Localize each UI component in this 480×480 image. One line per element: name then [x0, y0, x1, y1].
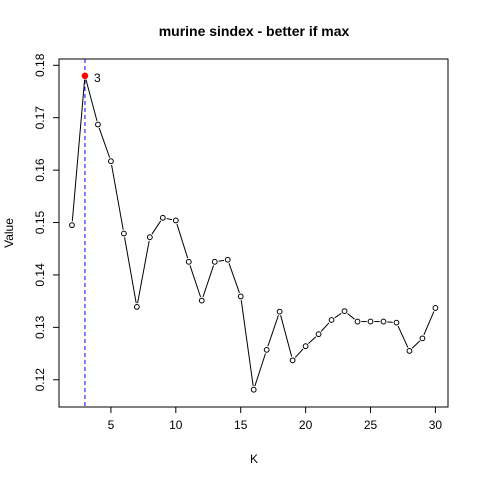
data-point: [289, 357, 296, 364]
series-line-segment: [137, 240, 150, 304]
data-point: [133, 303, 140, 310]
max-point: [81, 72, 89, 80]
series-line-segment: [280, 315, 293, 357]
y-tick-label: 0.14: [33, 263, 47, 287]
data-point: [108, 158, 114, 165]
series-line-segment: [320, 322, 330, 332]
data-point: [172, 217, 179, 224]
x-tick-label: 30: [429, 418, 443, 432]
max-point-label: 3: [94, 71, 101, 85]
series-line-segment: [85, 79, 98, 121]
series-line-segment: [124, 237, 137, 304]
data-point: [354, 318, 361, 325]
series-line-segment: [240, 300, 254, 387]
series-line-segment: [308, 336, 317, 344]
y-axis: 0.12 0.13 0.14 0.15 0.16 0.17 0.18: [33, 53, 60, 392]
series-line-segment: [347, 313, 355, 320]
x-tick-label: 5: [108, 418, 115, 432]
series-line-segment: [267, 315, 279, 347]
x-axis-label: K: [250, 452, 258, 466]
data-point: [315, 331, 322, 338]
data-point: [276, 308, 283, 315]
data-point: [393, 319, 400, 326]
x-axis: 5 10 15 20 25 30: [108, 406, 443, 432]
x-tick-label: 20: [299, 418, 313, 432]
chart-title: murine sindex - better if max: [159, 23, 350, 39]
series-line-segment: [111, 164, 124, 230]
data-point: [341, 308, 348, 314]
data-point: [69, 222, 75, 229]
data-point: [406, 348, 413, 354]
data-point: [432, 305, 439, 311]
data-point: [302, 343, 309, 350]
plot-frame: [58, 58, 449, 408]
data-point: [250, 386, 257, 393]
series-line-segment: [411, 340, 421, 349]
data-point: [159, 214, 166, 221]
series-line-segment: [176, 223, 189, 259]
y-tick-label: 0.15: [33, 211, 47, 235]
data-point: [380, 318, 387, 325]
data-point: [367, 318, 374, 325]
y-axis-label: Value: [2, 218, 16, 248]
series-line-segment: [71, 79, 86, 222]
series-marks: 3: [69, 59, 439, 407]
series-line-segment: [423, 311, 435, 336]
data-point: [95, 121, 101, 128]
data-point: [263, 346, 270, 353]
data-point: [146, 234, 153, 241]
series-line-segment: [254, 353, 266, 387]
series-line-segment: [166, 218, 173, 221]
series-line-segment: [202, 265, 215, 298]
x-tick-label: 10: [169, 418, 183, 432]
data-point: [198, 297, 205, 304]
data-point: [185, 258, 192, 265]
data-point: [211, 258, 218, 265]
series-line-segment: [397, 325, 409, 348]
series-line-segment: [228, 263, 240, 294]
y-tick-label: 0.13: [33, 315, 47, 339]
data-point: [419, 335, 426, 342]
series-line-segment: [98, 127, 111, 158]
series-line-segment: [151, 220, 162, 235]
data-point: [328, 317, 335, 323]
y-tick-label: 0.17: [33, 106, 47, 130]
series-line-segment: [218, 259, 225, 262]
data-point: [224, 256, 231, 263]
series-line-segment: [294, 348, 304, 358]
x-tick-label: 15: [234, 418, 248, 432]
y-tick-label: 0.12: [33, 368, 47, 392]
y-tick-label: 0.18: [33, 53, 47, 77]
series-line-segment: [189, 265, 202, 298]
x-tick-label: 25: [364, 418, 378, 432]
y-tick-label: 0.16: [33, 158, 47, 182]
series-line-segment: [334, 312, 342, 319]
data-point: [237, 293, 244, 300]
data-point: [120, 230, 127, 237]
